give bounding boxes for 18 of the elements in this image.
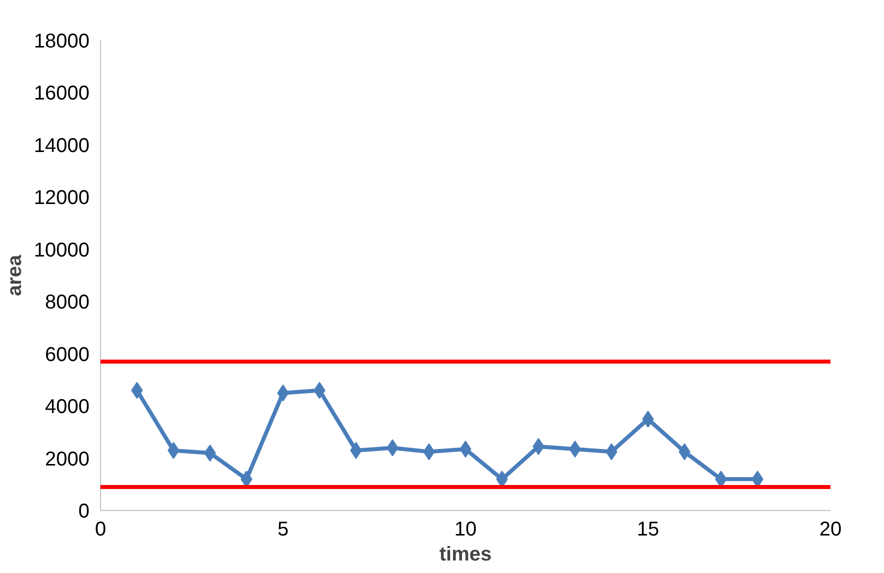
y-tick-label: 16000 (34, 82, 90, 105)
y-tick-label: 6000 (45, 344, 90, 366)
y-axis-title: area (4, 254, 26, 296)
x-tick-label: 20 (819, 518, 842, 540)
x-tick-label: 15 (636, 518, 660, 540)
y-tick-label: 4000 (45, 396, 90, 418)
y-tick-label: 14000 (34, 134, 90, 157)
y-tick-label: 2000 (45, 448, 90, 470)
y-tick-label: 8000 (45, 292, 90, 314)
x-tick-label: 10 (454, 518, 477, 540)
y-tick-label: 18000 (34, 30, 90, 52)
y-tick-label: 12000 (34, 187, 90, 210)
x-tick-label: 0 (94, 518, 106, 540)
x-axis-title: times (439, 544, 492, 566)
x-tick-label: 5 (277, 518, 289, 540)
point (277, 384, 289, 402)
y-tick-label: 0 (78, 500, 90, 522)
y-tick-label: 10000 (34, 239, 90, 262)
